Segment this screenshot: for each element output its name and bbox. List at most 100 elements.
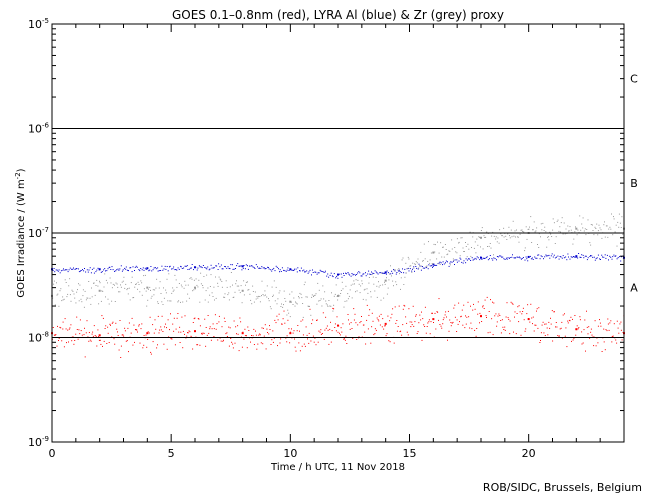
data-point (535, 230, 537, 232)
data-point (186, 265, 188, 267)
data-point (72, 290, 74, 292)
data-point (508, 318, 510, 320)
data-point (98, 289, 101, 292)
data-point (600, 229, 602, 231)
data-point (517, 236, 519, 238)
data-point (367, 273, 369, 275)
data-point (340, 290, 342, 291)
data-point (575, 334, 577, 336)
data-point (558, 230, 560, 232)
data-point (429, 265, 431, 267)
data-point (243, 280, 245, 282)
data-point (173, 330, 175, 332)
data-point (585, 234, 587, 236)
data-point (386, 270, 388, 272)
data-point (322, 271, 324, 273)
data-point (414, 270, 415, 272)
data-point (386, 277, 387, 279)
data-point (155, 328, 157, 330)
data-point (557, 335, 559, 336)
data-point (552, 340, 554, 342)
data-point (154, 319, 156, 321)
data-point (208, 269, 210, 271)
data-point (394, 269, 396, 271)
data-point (576, 234, 578, 236)
data-point (544, 335, 546, 336)
data-point (511, 236, 513, 238)
data-point (319, 269, 321, 271)
data-point (130, 282, 132, 284)
data-point (474, 329, 476, 331)
data-point (77, 338, 79, 340)
data-point (56, 345, 58, 347)
data-point (420, 319, 422, 321)
data-point (538, 247, 540, 248)
data-point (169, 329, 170, 331)
data-point (177, 313, 179, 314)
data-point (280, 271, 282, 272)
data-point (227, 266, 229, 268)
data-point (483, 235, 485, 237)
data-point (59, 326, 61, 328)
data-point (107, 282, 108, 284)
data-point (280, 306, 282, 307)
x-tick-label: 5 (168, 447, 175, 460)
data-point (414, 321, 416, 323)
data-point (620, 321, 622, 323)
data-point (607, 323, 609, 325)
data-point (546, 327, 548, 329)
data-point (202, 285, 204, 286)
data-point (458, 241, 460, 243)
data-point (548, 321, 550, 323)
data-point (199, 301, 201, 303)
data-point (120, 345, 122, 347)
data-point (460, 258, 462, 260)
data-point (209, 326, 211, 328)
data-point (127, 293, 129, 295)
data-point (411, 321, 413, 323)
data-point (559, 226, 561, 228)
x-tick-label: 20 (522, 447, 536, 460)
data-point (163, 297, 165, 299)
data-point (452, 258, 454, 260)
data-point (187, 293, 189, 295)
data-point (522, 231, 524, 232)
data-point (119, 291, 121, 293)
data-point (75, 268, 77, 270)
data-point (312, 319, 314, 321)
data-point (146, 332, 149, 335)
data-point (61, 340, 63, 342)
data-point (279, 269, 281, 271)
data-point (124, 287, 126, 289)
data-point (256, 348, 258, 350)
data-point (581, 343, 583, 345)
data-point (571, 256, 573, 258)
data-point (505, 316, 507, 318)
data-point (131, 276, 133, 278)
data-point (261, 327, 263, 329)
data-point (404, 305, 406, 307)
data-point (339, 295, 341, 297)
data-point (371, 312, 373, 314)
data-point (245, 284, 246, 286)
data-point (619, 323, 621, 325)
data-point (383, 328, 385, 330)
data-point (307, 338, 308, 340)
data-point (188, 297, 190, 299)
data-point (492, 231, 494, 233)
data-point (147, 338, 149, 340)
data-point (617, 257, 619, 259)
data-point (477, 244, 479, 246)
data-point (138, 269, 140, 271)
data-point (555, 236, 557, 238)
data-point (418, 267, 420, 269)
data-point (587, 219, 589, 221)
data-point (213, 286, 215, 288)
data-point (471, 247, 472, 248)
data-point (417, 258, 419, 260)
data-point (335, 330, 337, 332)
data-point (316, 319, 318, 321)
data-point (127, 288, 129, 289)
data-point (103, 340, 105, 342)
data-point (310, 314, 312, 316)
